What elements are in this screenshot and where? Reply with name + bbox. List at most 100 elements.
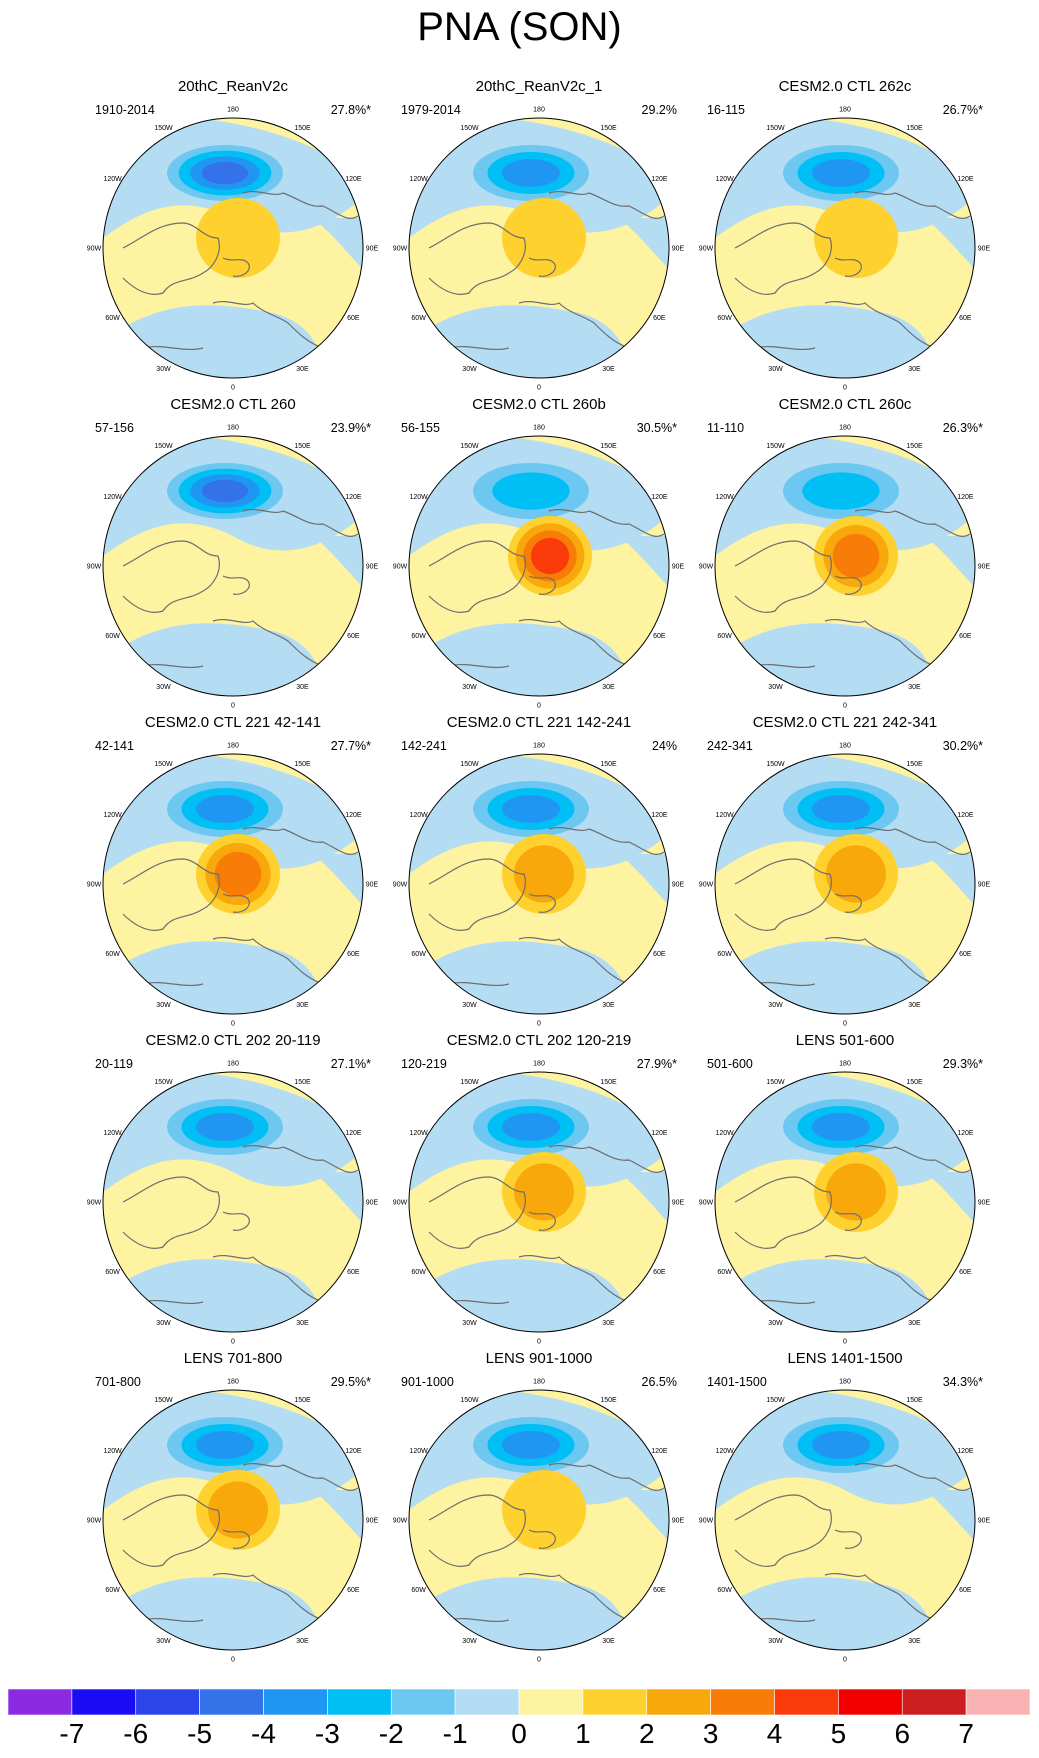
coastline — [834, 1529, 862, 1549]
degree-label: 150E — [600, 761, 617, 768]
degree-label: 90W — [699, 882, 714, 889]
map-boundary — [102, 435, 364, 697]
degree-label: 30W — [156, 366, 171, 373]
panel-explained-variance: 26.5% — [641, 1375, 677, 1389]
degree-label: 120E — [345, 494, 362, 501]
degree-label: 120E — [345, 1130, 362, 1137]
panel-title: 20thC_ReanV2c_1 — [475, 78, 603, 95]
polar-map: 180 150E 120E 90E 60E 30E 0 30W 60W 90W 120W 150W — [87, 743, 379, 1028]
negative-anomaly-contour — [502, 1113, 560, 1141]
degree-label: 90W — [87, 564, 102, 571]
map-boundary — [714, 1071, 976, 1333]
degree-label: 150W — [154, 125, 173, 132]
coastline — [734, 1494, 832, 1567]
negative-anomaly-band — [313, 1490, 363, 1560]
coastline — [242, 190, 359, 219]
map-boundary — [408, 1071, 670, 1333]
degree-label: 180 — [839, 425, 851, 432]
panel-year-range: 501-600 — [707, 1057, 753, 1071]
degree-label: 150W — [154, 1397, 173, 1404]
negative-anomaly-contour — [201, 479, 249, 503]
degree-label: 60W — [411, 951, 426, 958]
degree-label: 0 — [537, 1021, 541, 1028]
map-boundary — [714, 1389, 976, 1651]
negative-anomaly-band — [619, 1490, 669, 1560]
polar-map: 180 150E 120E 90E 60E 30E 0 30W 60W 90W 120W 150W — [393, 1061, 685, 1346]
degree-label: 120W — [409, 494, 428, 501]
degree-label: 60W — [411, 1587, 426, 1594]
degree-label: 0 — [843, 1021, 847, 1028]
coastline — [834, 257, 862, 277]
degree-label: 60E — [653, 633, 666, 640]
degree-label: 60E — [653, 315, 666, 322]
degree-label: 0 — [843, 1339, 847, 1346]
map-panel: CESM2.0 CTL 260 57-156 23.9%* 180 150E 120E 90… — [83, 396, 383, 716]
colorbar-swatch — [199, 1689, 264, 1715]
map-panel: CESM2.0 CTL 260b 56-155 30.5%* 180 150E 120E 9… — [389, 396, 689, 716]
panel-title: CESM2.0 CTL 262c — [778, 78, 912, 95]
map-panel: CESM2.0 CTL 260c 11-110 26.3%* 180 150E 120E 9… — [695, 396, 995, 716]
polar-map: 180 150E 120E 90E 60E 30E 0 30W 60W 90W 120W 150W — [87, 1379, 379, 1664]
degree-label: 150W — [460, 761, 479, 768]
degree-label: 90E — [978, 1200, 991, 1207]
degree-label: 90E — [978, 564, 991, 571]
negative-anomaly-band — [619, 536, 669, 606]
coastline — [854, 826, 971, 855]
map-panel: CESM2.0 CTL 262c 16-115 26.7%* 180 150E 120E 9… — [695, 78, 995, 398]
coastline — [528, 257, 556, 277]
coastline — [518, 1254, 630, 1303]
degree-label: 30W — [156, 684, 171, 691]
positive-anomaly-contour — [502, 1470, 586, 1550]
degree-label: 30W — [768, 1002, 783, 1009]
negative-anomaly-contour — [812, 795, 870, 823]
coastline — [518, 1572, 630, 1621]
panel-explained-variance: 30.5%* — [636, 421, 677, 435]
degree-label: 120E — [651, 812, 668, 819]
degree-label: 0 — [231, 1657, 235, 1664]
coastline — [122, 1494, 220, 1567]
degree-label: 60W — [105, 1269, 120, 1276]
map-panel: 20thC_ReanV2c_1 1979-2014 29.2% 180 150E 120E… — [389, 78, 689, 398]
degree-label: 180 — [839, 743, 851, 750]
degree-label: 90W — [699, 246, 714, 253]
panel-year-range: 56-155 — [401, 421, 440, 435]
panel-year-range: 142-241 — [401, 739, 447, 753]
negative-anomaly-band — [313, 854, 363, 924]
degree-label: 150W — [154, 443, 173, 450]
degree-label: 90W — [87, 1200, 102, 1207]
colorbar-tick: 1 — [575, 1718, 591, 1749]
degree-label: 0 — [537, 703, 541, 710]
negative-anomaly-contour — [492, 472, 570, 510]
panel-explained-variance: 27.7%* — [330, 739, 371, 753]
degree-label: 150E — [906, 1079, 923, 1086]
coastline — [242, 1462, 359, 1491]
panel-year-range: 1979-2014 — [401, 103, 461, 117]
degree-label: 150W — [460, 1397, 479, 1404]
negative-anomaly-band — [619, 1172, 669, 1242]
degree-label: 150W — [460, 443, 479, 450]
coastline — [428, 540, 526, 613]
coastline — [518, 618, 630, 667]
coastline — [212, 1572, 324, 1621]
degree-label: 60E — [653, 1269, 666, 1276]
degree-label: 150W — [766, 1079, 785, 1086]
coastline — [518, 936, 630, 985]
degree-label: 30W — [462, 684, 477, 691]
degree-label: 30E — [296, 1638, 309, 1645]
degree-label: 60E — [959, 633, 972, 640]
degree-label: 60E — [347, 1587, 360, 1594]
coastline — [548, 1144, 665, 1173]
degree-label: 60E — [653, 1587, 666, 1594]
degree-label: 0 — [231, 1021, 235, 1028]
polar-map: 180 150E 120E 90E 60E 30E 0 30W 60W 90W 120W 150W — [393, 1379, 685, 1664]
map-boundary — [408, 753, 670, 1015]
degree-label: 60E — [959, 315, 972, 322]
coastline — [122, 540, 220, 613]
degree-label: 90W — [699, 564, 714, 571]
panel-explained-variance: 23.9%* — [330, 421, 371, 435]
degree-label: 30E — [296, 1320, 309, 1327]
panel-title: CESM2.0 CTL 202 20-119 — [145, 1032, 321, 1049]
degree-label: 120W — [715, 176, 734, 183]
map-panel: LENS 1401-1500 1401-1500 34.3%* 180 150E 120E… — [695, 1350, 995, 1670]
degree-label: 90E — [978, 1518, 991, 1525]
